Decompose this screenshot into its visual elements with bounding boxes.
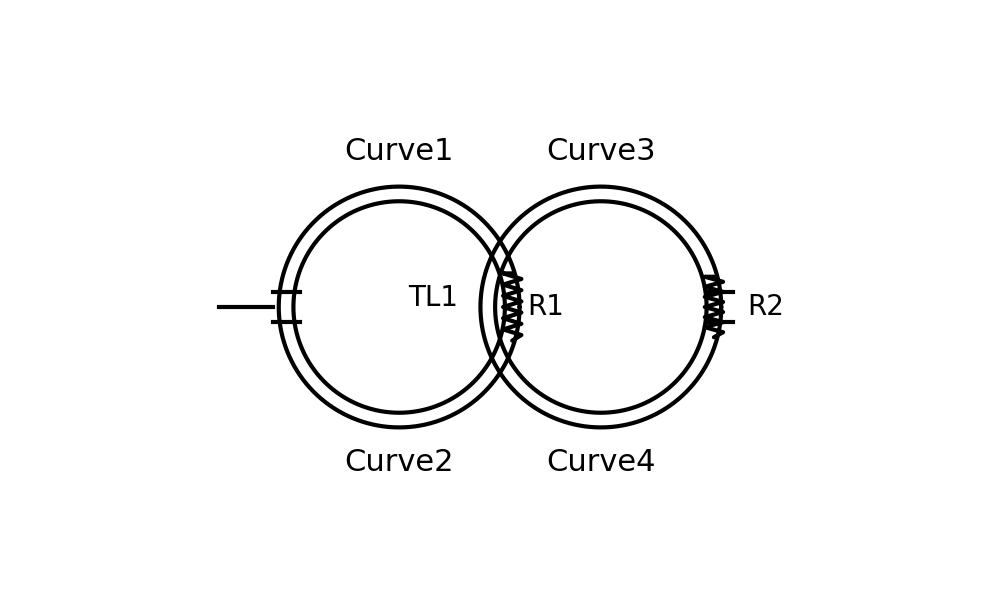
Text: R2: R2 bbox=[748, 293, 784, 321]
Text: TL1: TL1 bbox=[408, 284, 458, 312]
Text: Curve3: Curve3 bbox=[546, 138, 656, 166]
Text: R1: R1 bbox=[528, 293, 564, 321]
Text: Curve4: Curve4 bbox=[546, 448, 656, 476]
Text: Curve1: Curve1 bbox=[344, 138, 454, 166]
Text: Curve2: Curve2 bbox=[344, 448, 454, 476]
